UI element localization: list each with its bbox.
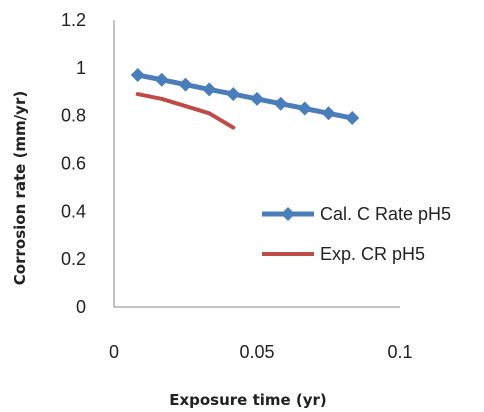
legend-label: Exp. CR pH5 [320,244,425,264]
x-tick-label: 0.1 [387,342,412,362]
y-axis-title: Corrosion rate (mm/yr) [11,91,29,285]
series-line-1 [135,72,355,121]
legend-label: Cal. C Rate pH5 [320,204,451,224]
series-point [250,91,264,106]
x-axis-ticks: 0 0.05 0.1 [109,342,413,362]
series-point [178,77,193,92]
y-axis-ticks: 0 0.2 0.4 0.6 0.8 1 1.2 [61,10,86,317]
series-point [345,111,360,126]
series-point [273,96,288,111]
series-point [130,68,145,83]
series-line-2 [135,92,236,130]
y-tick-label: 1.2 [61,10,86,30]
x-tick-label: 0.05 [239,342,274,362]
series-point [202,82,217,97]
y-tick-label: 0.2 [61,249,86,269]
y-tick-label: 1 [76,58,86,78]
x-tick-label: 0 [109,342,119,362]
y-tick-label: 0.4 [61,201,86,221]
series-point [321,106,336,121]
series-point [154,72,169,87]
series-layer [130,68,360,130]
y-tick-label: 0 [76,297,86,317]
y-tick-label: 0.8 [61,106,86,126]
series-point [226,87,241,102]
legend-swatch-marker [281,207,295,221]
legend: Cal. C Rate pH5 Exp. CR pH5 [262,204,451,264]
x-axis-title: Exposure time (yr) [169,391,327,409]
y-tick-label: 0.6 [61,154,86,174]
series-point [297,101,312,116]
